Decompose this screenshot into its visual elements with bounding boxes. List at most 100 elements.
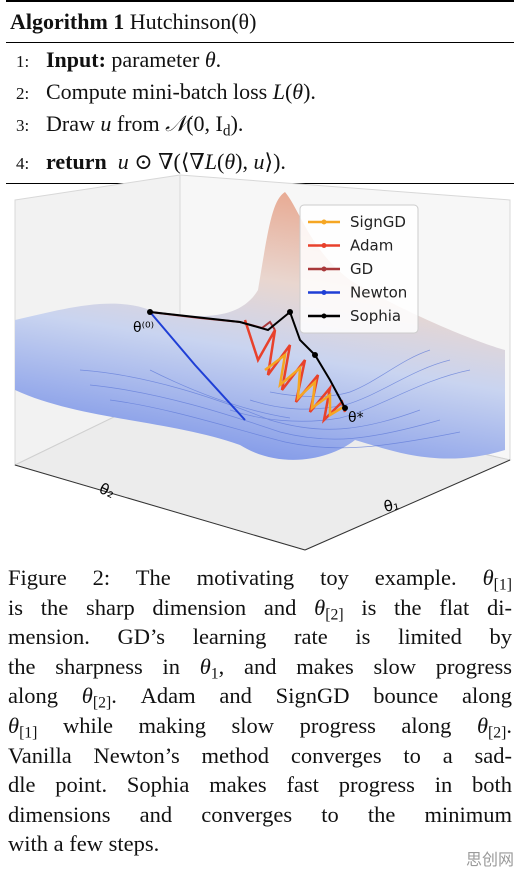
legend-marker — [321, 219, 327, 225]
legend-label: GD — [350, 260, 373, 278]
trajectories — [147, 309, 348, 424]
legend-marker — [321, 313, 327, 319]
text-run-italic: θ — [199, 653, 211, 679]
text-run-italic: θ — [292, 79, 304, 104]
newton-path — [149, 311, 246, 421]
signgd-path — [264, 352, 346, 418]
text-run-sub: d — [222, 122, 231, 140]
start-label: θ⁽⁰⁾ — [133, 320, 154, 336]
algorithm-line: 4: return u ⊙ ∇(⟨∇L(θ), u⟩). — [6, 147, 514, 179]
text-run: with a few steps. — [8, 831, 160, 857]
algorithm-label: Algorithm 1 — [10, 9, 125, 34]
line-number: 2: — [16, 84, 30, 103]
caption-line: with a few steps. — [8, 829, 512, 859]
rule — [6, 42, 514, 43]
algorithm-line: 3: Draw u from 𝒩(0, Id). — [6, 109, 514, 147]
caption-line: dimensions and converges to the minimum — [8, 800, 512, 830]
caption-line: θ[1] while making slow progress along θ[… — [8, 711, 512, 742]
algorithm-line: 1: Input: parameter θ. — [6, 45, 514, 77]
caption-line: is the sharp dimension and θ[2] is the f… — [8, 593, 512, 624]
text-run: the sharpness in — [8, 653, 200, 679]
legend-marker — [321, 243, 327, 248]
text-run-italic: L — [204, 148, 218, 174]
text-run: . Adam and SignGD bounce along — [111, 683, 512, 709]
text-run-italic: θ — [81, 683, 93, 709]
text-run: ⊙ ∇(⟨∇ — [128, 148, 205, 174]
text-run-bold: Input: — [46, 47, 106, 72]
text-run-italic: u — [253, 148, 265, 174]
text-run: along — [8, 683, 82, 709]
text-run: while making slow progress along — [37, 712, 477, 738]
text-run-sub: [1] — [493, 576, 512, 594]
text-run: Vanilla Newton’s method converges to a s… — [8, 742, 512, 768]
text-run: (0, I — [186, 111, 223, 136]
text-run: dimensions and converges to the minimum — [8, 801, 512, 827]
text-run-italic: u — [117, 148, 129, 174]
sophia-step — [312, 352, 318, 358]
text-run: parameter — [105, 47, 205, 72]
text-run: dle point. Sophia makes fast progress in… — [8, 772, 512, 798]
text-run: mension. GD’s learning rate is limited b… — [8, 624, 512, 650]
legend-label: Newton — [350, 284, 407, 302]
algorithm-header: Algorithm 1 Hutchinson(θ) — [6, 2, 514, 42]
text-run-sub: [2] — [325, 606, 344, 624]
sophia-path — [149, 310, 346, 409]
text-run-italic: θ — [204, 47, 216, 72]
legend-label: Sophia — [350, 307, 401, 325]
text-run: ), — [235, 148, 254, 174]
line-number: 4: — [16, 153, 30, 173]
legend-label: SignGD — [350, 213, 406, 231]
text-run: Draw — [46, 111, 101, 136]
caption-line: mension. GD’s learning rate is limited b… — [8, 622, 512, 652]
text-run: ( — [284, 79, 293, 104]
text-run: Figure 2: The motivating toy example. — [8, 565, 483, 590]
legend-marker — [321, 290, 327, 295]
algorithm-line: 2: Compute mini-batch loss L(θ). — [6, 77, 514, 109]
line-number: 1: — [16, 52, 30, 71]
algorithm: Algorithm 1 Hutchinson(θ) 1: Input: param… — [6, 0, 514, 184]
text-run: is the flat di- — [343, 594, 512, 620]
text-run-italic: 𝒩 — [165, 111, 187, 136]
text-run: . — [215, 47, 222, 72]
line-number: 3: — [16, 116, 30, 135]
text-run: ). — [230, 111, 244, 136]
text-run-bold: return — [46, 148, 107, 174]
text-run-sub: [1] — [19, 724, 38, 742]
legend-label: Adam — [350, 237, 393, 255]
sophia-step — [287, 309, 293, 315]
legend: SignGD Adam GD Newton Sophia — [299, 204, 419, 334]
text-run-sub: 1 — [210, 665, 219, 683]
optimum-label: θ* — [348, 410, 364, 426]
text-run: is the sharp dimension and — [8, 594, 315, 620]
text-run-italic: θ — [314, 594, 326, 620]
figure: θ⁽⁰⁾ θ* θ₁ θ₂ SignGD Adam GD Newton Sophia — [13, 174, 512, 551]
algorithm-lines: 1: Input: parameter θ. 2: Compute mini-batc… — [6, 43, 514, 183]
start-point — [147, 309, 153, 315]
caption-line: Vanilla Newton’s method converges to a s… — [8, 741, 512, 771]
text-run: ⟩). — [264, 148, 286, 174]
text-run-italic: θ — [8, 712, 20, 738]
text-run-sub: [2] — [488, 724, 507, 742]
adam-path — [243, 319, 347, 424]
text-run: ( — [217, 148, 225, 174]
caption-line: Figure 2: The motivating toy example. θ[… — [8, 563, 512, 594]
optimum-point — [342, 405, 348, 411]
text-run-italic: θ — [482, 565, 494, 590]
text-run: ). — [303, 79, 316, 104]
text-run: , and makes slow progress — [218, 653, 512, 679]
text-run-italic: u — [100, 111, 112, 136]
watermark: 思创网 — [465, 850, 514, 869]
text-run: . — [506, 712, 512, 738]
rule — [6, 0, 514, 2]
algorithm-name: Hutchinson(θ) — [129, 9, 257, 34]
x-axis-label: θ₁ — [382, 495, 401, 516]
y-axis-label: θ₂ — [96, 479, 117, 502]
text-run: from — [111, 111, 166, 136]
caption: Figure 2: The motivating toy example. θ[… — [8, 563, 512, 859]
caption-line: dle point. Sophia makes fast progress in… — [8, 770, 512, 800]
legend-marker — [321, 266, 327, 272]
text-run-italic: θ — [476, 712, 488, 738]
legend-box — [299, 204, 419, 334]
text-run-italic: L — [272, 79, 285, 104]
